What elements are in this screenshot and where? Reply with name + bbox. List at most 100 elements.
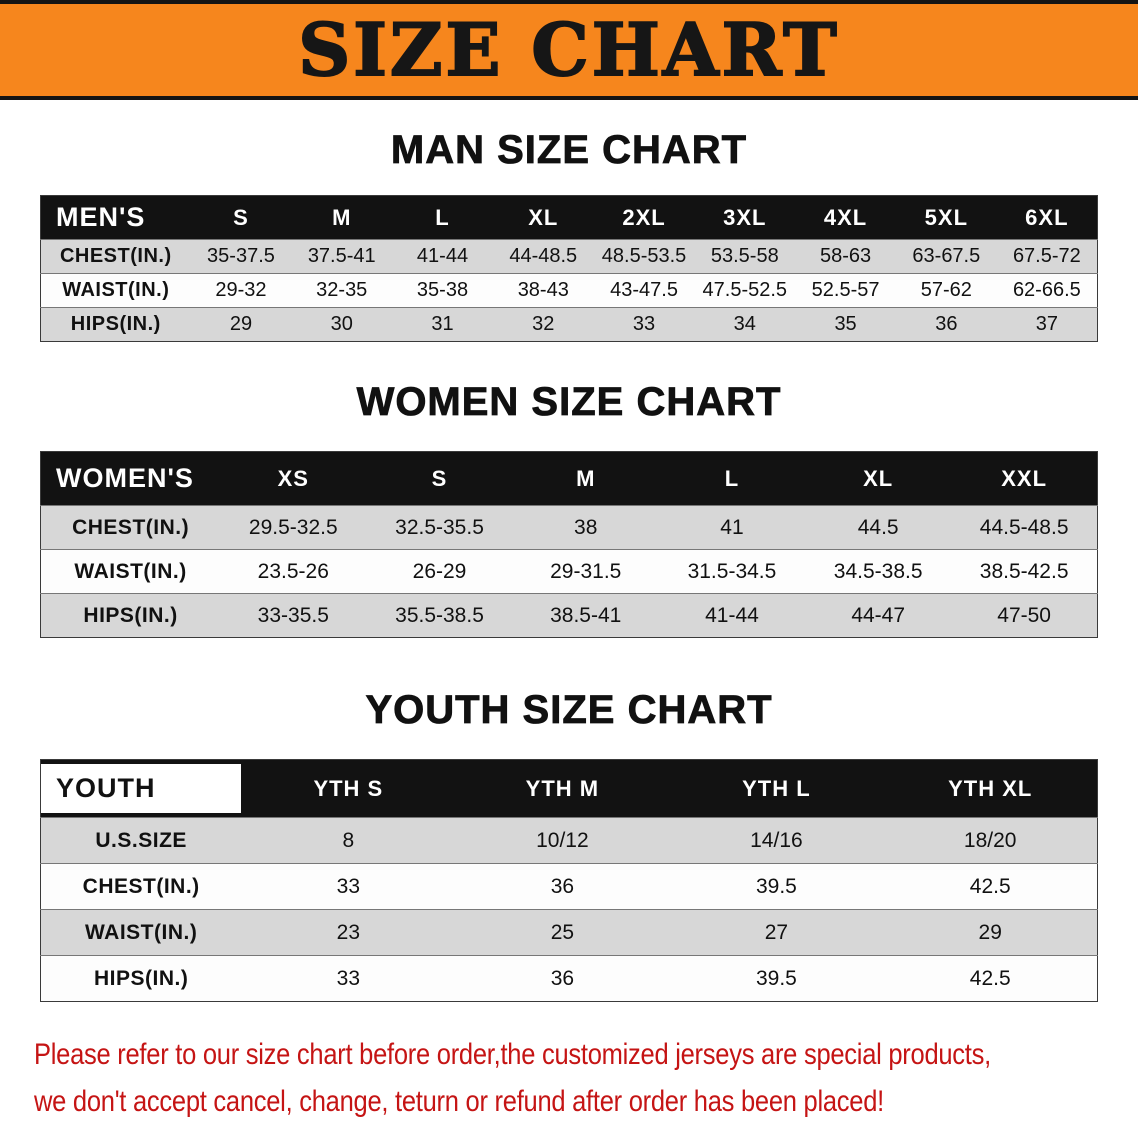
size-value: 47-50: [951, 593, 1098, 638]
women-size-table: WOMEN'S XS S M L XL XXL CHEST(IN.) 29.5-32.5 32.…: [40, 451, 1098, 638]
size-value: 29.5-32.5: [220, 505, 367, 550]
row-label: HIPS(IN.): [40, 593, 221, 638]
table-row: CHEST(IN.) 35-37.5 37.5-41 41-44 44-48.5 48.5…: [40, 239, 1098, 274]
size-value: 31.5-34.5: [658, 549, 806, 594]
size-value: 8: [241, 817, 456, 864]
size-value: 33: [593, 307, 695, 342]
section-men: MAN SIZE CHART MEN'S S M L XL 2XL 3XL 4XL 5XL 6XL…: [0, 128, 1138, 342]
size-value: 25: [455, 909, 670, 956]
disclaimer-line-2: we don't accept cancel, change, teturn o…: [34, 1084, 884, 1118]
size-value: 33: [241, 955, 456, 1002]
size-value: 39.5: [669, 863, 884, 910]
size-value: 38-43: [492, 273, 594, 308]
size-value: 67.5-72: [996, 239, 1098, 274]
size-column-header: YTH M: [455, 759, 670, 818]
size-column-header: 4XL: [795, 195, 896, 240]
men-size-table: MEN'S S M L XL 2XL 3XL 4XL 5XL 6XL CHEST(IN.) 35-3…: [40, 195, 1098, 342]
size-value: 38.5-42.5: [951, 549, 1098, 594]
size-value: 41-44: [658, 593, 806, 638]
table-row: HIPS(IN.) 33-35.5 35.5-38.5 38.5-41 41-44 44-…: [40, 593, 1098, 638]
table-row: WAIST(IN.) 29-32 32-35 35-38 38-43 43-47.5 47.…: [40, 273, 1098, 308]
banner: SIZE CHART: [0, 0, 1138, 100]
disclaimer-line-1: Please refer to our size chart before or…: [34, 1038, 991, 1071]
row-label: U.S.SIZE: [40, 817, 242, 864]
size-value: 32.5-35.5: [366, 505, 513, 550]
size-value: 37.5-41: [291, 239, 393, 274]
men-table-header-row: MEN'S S M L XL 2XL 3XL 4XL 5XL 6XL: [40, 195, 1098, 240]
disclaimer: Please refer to our size chart before or…: [34, 1032, 1138, 1125]
size-value: 52.5-57: [795, 273, 896, 308]
size-value: 35-38: [392, 273, 493, 308]
size-column-header: S: [190, 195, 292, 240]
men-section-heading: MAN SIZE CHART: [390, 128, 748, 173]
size-column-header: S: [366, 451, 513, 506]
row-label: WAIST(IN.): [40, 909, 242, 956]
table-row: WAIST(IN.) 23.5-26 26-29 29-31.5 31.5-34.5 34…: [40, 549, 1098, 594]
size-value: 23: [241, 909, 456, 956]
size-column-header: L: [392, 195, 493, 240]
size-value: 29-31.5: [512, 549, 659, 594]
size-value: 43-47.5: [593, 273, 695, 308]
size-column-header: XL: [492, 195, 594, 240]
size-value: 44.5: [805, 505, 952, 550]
size-value: 29: [190, 307, 292, 342]
size-column-header: YTH L: [669, 759, 884, 818]
youth-size-table: YOUTH YTH S YTH M YTH L YTH XL U.S.SIZE 8 10/1…: [40, 759, 1098, 1002]
size-value: 53.5-58: [694, 239, 796, 274]
table-label-header: WOMEN'S: [40, 451, 221, 506]
size-value: 34.5-38.5: [805, 549, 952, 594]
size-column-header: XXL: [951, 451, 1098, 506]
size-value: 18/20: [883, 817, 1098, 864]
size-value: 44.5-48.5: [951, 505, 1098, 550]
table-row: HIPS(IN.) 29 30 31 32 33 34 35 36 37: [40, 307, 1098, 342]
size-value: 44-48.5: [492, 239, 594, 274]
size-value: 39.5: [669, 955, 884, 1002]
size-value: 32-35: [291, 273, 393, 308]
size-value: 37: [996, 307, 1098, 342]
size-column-header: M: [512, 451, 659, 506]
section-youth: YOUTH SIZE CHART YOUTH YTH S YTH M YTH L YTH…: [0, 688, 1138, 1002]
size-value: 36: [895, 307, 997, 342]
row-label: CHEST(IN.): [40, 863, 242, 910]
size-value: 38: [512, 505, 659, 550]
size-value: 62-66.5: [996, 273, 1098, 308]
size-value: 34: [694, 307, 796, 342]
size-value: 29-32: [190, 273, 292, 308]
size-value: 42.5: [883, 955, 1098, 1002]
size-value: 58-63: [795, 239, 896, 274]
size-value: 44-47: [805, 593, 952, 638]
size-value: 48.5-53.5: [593, 239, 695, 274]
youth-section-heading: YOUTH SIZE CHART: [365, 688, 773, 733]
table-row: CHEST(IN.) 29.5-32.5 32.5-35.5 38 41 44.5 44.5…: [40, 505, 1098, 550]
size-value: 57-62: [895, 273, 997, 308]
size-column-header: M: [291, 195, 393, 240]
size-column-header: XL: [805, 451, 952, 506]
size-value: 32: [492, 307, 594, 342]
size-value: 47.5-52.5: [694, 273, 796, 308]
size-value: 41: [658, 505, 806, 550]
size-value: 35-37.5: [190, 239, 292, 274]
table-row: U.S.SIZE 8 10/12 14/16 18/20: [40, 817, 1098, 864]
size-value: 33-35.5: [220, 593, 367, 638]
size-value: 35.5-38.5: [366, 593, 513, 638]
row-label: WAIST(IN.): [40, 273, 191, 308]
women-table-header-row: WOMEN'S XS S M L XL XXL: [40, 451, 1098, 506]
size-value: 36: [455, 863, 670, 910]
size-value: 63-67.5: [895, 239, 997, 274]
youth-table-body: U.S.SIZE 8 10/12 14/16 18/20 CHEST(IN.) 33 36 39…: [40, 817, 1098, 1002]
size-value: 30: [291, 307, 393, 342]
row-label: HIPS(IN.): [40, 307, 191, 342]
row-label: HIPS(IN.): [40, 955, 242, 1002]
size-value: 23.5-26: [220, 549, 367, 594]
table-row: CHEST(IN.) 33 36 39.5 42.5: [40, 863, 1098, 910]
size-column-header: YTH S: [241, 759, 456, 818]
youth-table-header-row: YOUTH YTH S YTH M YTH L YTH XL: [40, 759, 1098, 818]
women-table-body: CHEST(IN.) 29.5-32.5 32.5-35.5 38 41 44.5 44.5…: [40, 505, 1098, 638]
size-column-header: 5XL: [895, 195, 997, 240]
size-value: 31: [392, 307, 493, 342]
men-table-body: CHEST(IN.) 35-37.5 37.5-41 41-44 44-48.5 48.5…: [40, 239, 1098, 342]
size-value: 38.5-41: [512, 593, 659, 638]
size-column-header: 2XL: [593, 195, 695, 240]
section-women: WOMEN SIZE CHART WOMEN'S XS S M L XL XXL CHEST…: [0, 380, 1138, 638]
